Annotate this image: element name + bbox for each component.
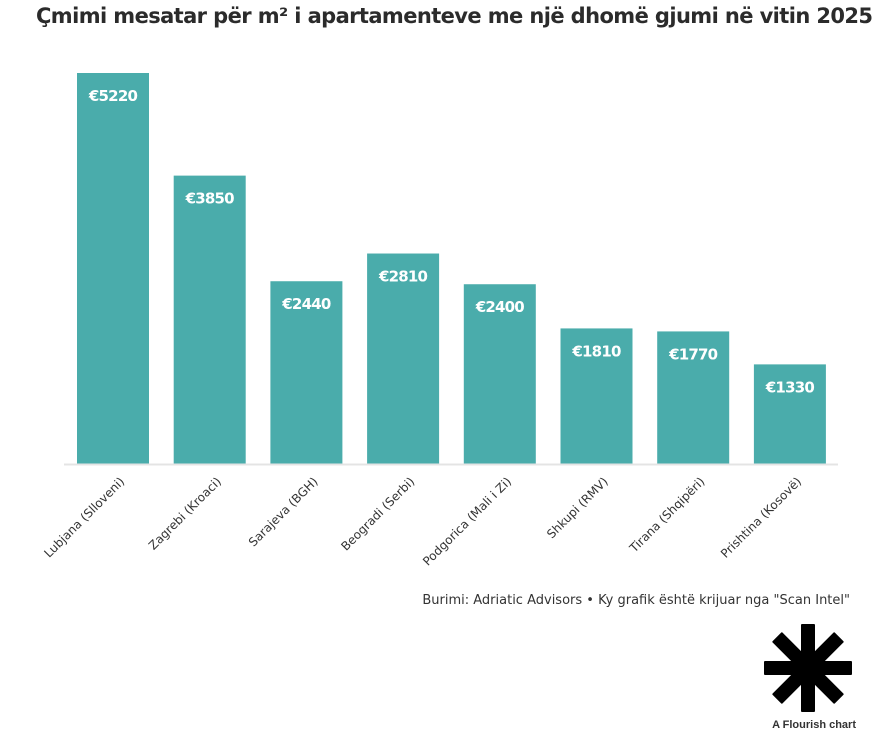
x-tick-label: Beogradi (Serbi): [338, 474, 417, 553]
bar: [367, 253, 440, 464]
bar: [270, 281, 343, 464]
bar: [753, 364, 826, 464]
x-tick-label: Podgorica (Mali i Zi): [420, 474, 514, 568]
bar-value-label: €1330: [765, 378, 815, 396]
bar-value-label: €2400: [475, 298, 525, 316]
x-tick-label: Prishtina (Kosovë): [718, 474, 804, 560]
flourish-credit-link[interactable]: A Flourish chart: [772, 719, 856, 731]
flourish-asterisk-icon[interactable]: [760, 623, 856, 713]
bar: [657, 331, 730, 464]
x-tick-label: Sarajeva (BGH): [246, 474, 321, 549]
chart-title: Çmimi mesatar për m² i apartamenteve me …: [36, 4, 872, 28]
x-tick-label: Zagrebi (Kroaci): [146, 474, 224, 552]
bar-value-label: €3850: [185, 190, 235, 208]
bar-value-label: €1810: [571, 342, 621, 360]
bar: [77, 73, 149, 464]
source-note: Burimi: Adriatic Advisors • Ky grafik ës…: [422, 593, 850, 608]
bar-value-label: €5220: [88, 87, 138, 105]
bar: [463, 284, 536, 464]
x-tick-label: Shkupi (RMV): [544, 474, 611, 541]
bar-value-label: €2810: [378, 268, 428, 286]
x-tick-label: Tirana (Shqipëri): [626, 474, 707, 555]
x-tick-label: Lubjana (Slloveni): [41, 474, 127, 560]
bar-value-label: €1770: [668, 345, 718, 363]
bar: [560, 328, 633, 464]
bar: [173, 175, 246, 464]
bar-value-label: €2440: [281, 295, 331, 313]
